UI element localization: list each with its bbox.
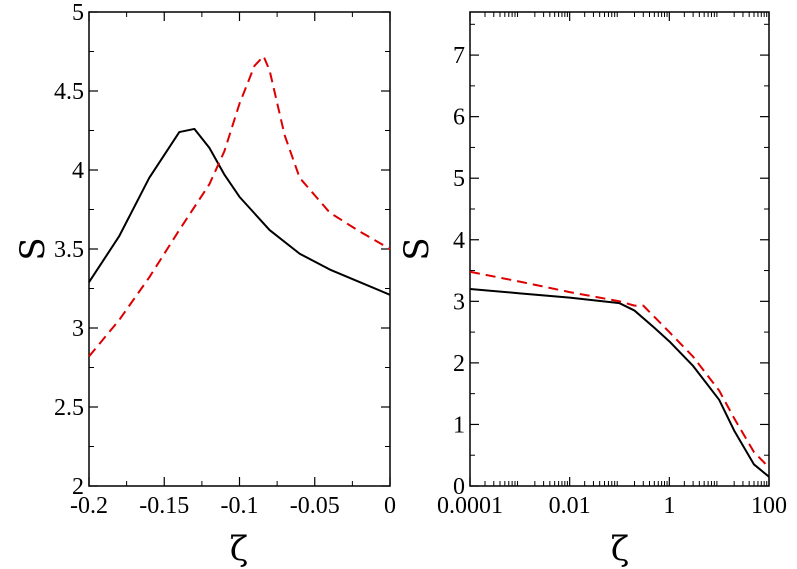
right-panel: 0.0001 0.01 1 100 0 1 2 3 4 5 6 7 ζ S: [397, 11, 787, 569]
right-x-tick-label: 0.0001: [437, 493, 503, 519]
left-y-tick-label: 3: [72, 316, 84, 342]
left-ticks: [88, 11, 391, 487]
left-panel: -0.2 -0.15 -0.1 -0.05 0 2 2.5 3 3.5 4 4.5 5 ζ S: [13, 0, 396, 569]
left-y-tick-label: 3.5: [54, 237, 84, 263]
right-y-tick-label: 0: [453, 474, 465, 500]
right-ticks: [469, 12, 770, 487]
right-y-tick-label: 6: [453, 105, 465, 131]
right-tick-labels: 0.0001 0.01 1 100 0 1 2 3 4 5 6 7: [437, 43, 787, 519]
right-plot-frame: [469, 11, 770, 487]
right-y-tick-label: 1: [453, 412, 465, 438]
left-y-tick-label: 4: [72, 158, 84, 184]
left-y-tick-label: 2: [72, 474, 84, 500]
left-series-0-line: [88, 127, 391, 296]
left-plot-frame: [88, 11, 391, 487]
right-series-1-line: [469, 270, 770, 469]
right-x-tick-label: 1: [663, 493, 675, 519]
right-x-tick-label: 0.01: [549, 493, 591, 519]
right-series: [469, 270, 770, 478]
left-series-1-line: [88, 55, 391, 358]
right-y-tick-label: 2: [453, 351, 465, 377]
left-x-tick-label: -0.2: [70, 493, 108, 519]
left-x-tick-label: 0: [384, 493, 396, 519]
right-x-tick-label: 100: [751, 493, 787, 519]
right-series-0-line: [469, 288, 770, 478]
left-y-axis-label: S: [13, 237, 53, 260]
right-y-tick-label: 5: [453, 166, 465, 192]
left-x-tick-label: -0.1: [221, 493, 259, 519]
right-y-axis-label: S: [397, 237, 437, 260]
left-tick-labels: -0.2 -0.15 -0.1 -0.05 0 2 2.5 3 3.5 4 4.5 5: [54, 0, 396, 519]
left-y-tick-label: 2.5: [54, 395, 84, 421]
left-x-tick-label: -0.05: [290, 493, 340, 519]
left-x-axis-label: ζ: [230, 529, 248, 569]
left-y-tick-label: 5: [72, 0, 84, 26]
right-y-tick-label: 4: [453, 228, 465, 254]
right-y-tick-label: 3: [453, 289, 465, 315]
left-y-tick-label: 4.5: [54, 79, 84, 105]
left-x-tick-label: -0.15: [139, 493, 189, 519]
right-y-tick-label: 7: [453, 43, 465, 69]
right-x-axis-label: ζ: [611, 529, 629, 569]
left-series: [88, 55, 391, 358]
